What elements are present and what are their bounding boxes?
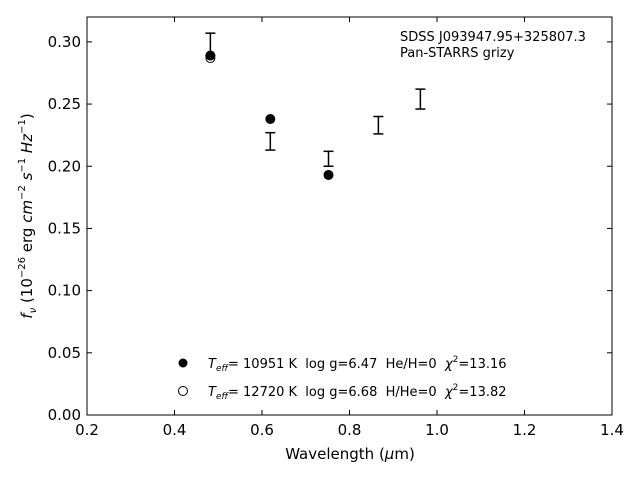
y-tick-label: 0.25 [48,95,81,113]
x-tick-label: 1.2 [513,421,537,439]
y-tick-label: 0.10 [48,282,81,300]
model-point-filled [323,169,334,180]
model-point-open [205,53,216,64]
legend-entry-1: Teff= 10951 K log g=6.47 He/H=0 χ2=13.16 [208,355,507,374]
model-point-filled [265,113,276,124]
model-point-filled [205,50,216,61]
x-tick-label: 0.6 [250,421,274,439]
y-tick-label: 0.20 [48,157,81,175]
y-tick-label: 0.00 [48,406,81,424]
legend: Teff= 10951 K log g=6.47 He/H=0 χ2=13.16… [178,355,507,402]
plot-area [86,16,613,416]
x-tick-label: 0.8 [338,421,362,439]
legend-marker-filled [178,358,188,368]
x-tick-label: 0.2 [75,421,99,439]
y-axis-ticks: 0.00 0.05 0.10 0.15 0.20 0.25 0.30 [48,33,612,424]
legend-marker-open [178,386,188,396]
y-axis-label: fν (10−26 erg cm−2 s−1 Hz−1) [17,113,39,318]
annotation-survey: Pan-STARRS grizy [400,46,515,61]
y-tick-label: 0.05 [48,344,81,362]
y-tick-label: 0.30 [48,33,81,51]
x-axis-label: Wavelength (μm) [285,445,415,463]
annotation-object: SDSS J093947.95+325807.3 [400,30,586,45]
x-tick-label: 1.4 [600,421,624,439]
model-points [205,50,334,180]
x-tick-label: 0.4 [163,421,187,439]
legend-entry-2: Teff= 12720 K log g=6.68 H/He=0 χ2=13.82 [208,383,507,402]
y-tick-label: 0.15 [48,219,81,237]
x-tick-label: 1.0 [425,421,449,439]
x-axis-ticks: 0.2 0.4 0.6 0.8 1.0 1.2 1.4 [75,17,624,439]
